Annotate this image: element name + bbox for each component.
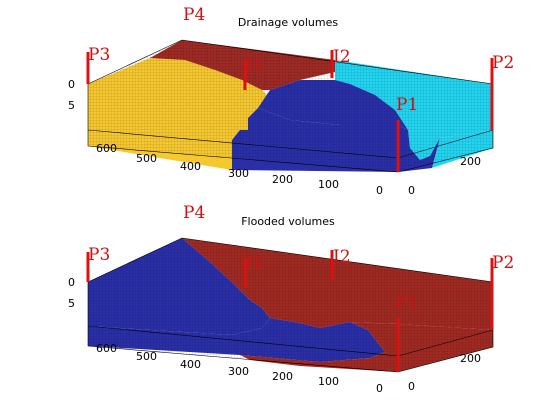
x-tick-label: 600 bbox=[96, 142, 117, 155]
well-label-p2: P2 bbox=[492, 253, 514, 273]
x-tick-label: 300 bbox=[228, 365, 249, 378]
z-axis: 0 5 bbox=[68, 78, 75, 112]
x-tick-label: 300 bbox=[228, 167, 249, 180]
y-axis: 0 200 bbox=[408, 352, 481, 393]
plot-title: Drainage volumes bbox=[238, 16, 338, 29]
x-tick-label: 200 bbox=[272, 173, 293, 186]
z-tick-label: 0 bbox=[68, 276, 75, 289]
wells: P3 P4 I1 I2 P2 P1 bbox=[86, 5, 514, 172]
wells: P3 P4 I1 I2 P2 P1 bbox=[86, 203, 514, 372]
well-label-i1: I1 bbox=[246, 253, 264, 273]
well-label-i1: I1 bbox=[246, 55, 264, 75]
x-tick-label: 400 bbox=[180, 358, 201, 371]
z-axis: 0 5 bbox=[68, 276, 75, 310]
well-label-p4: P4 bbox=[183, 203, 205, 223]
plot-flooded: Flooded volumes 600 500 400 300 200 100 … bbox=[68, 203, 514, 395]
x-tick-label: 500 bbox=[136, 350, 157, 363]
x-tick-label: 100 bbox=[318, 178, 339, 191]
x-tick-label: 400 bbox=[180, 160, 201, 173]
x-tick-label: 0 bbox=[376, 382, 383, 395]
z-tick-label: 0 bbox=[68, 78, 75, 91]
x-tick-label: 0 bbox=[376, 184, 383, 197]
x-axis: 600 500 400 300 200 100 0 bbox=[96, 142, 383, 197]
well-label-p3: P3 bbox=[88, 45, 110, 65]
mesh-overlay bbox=[88, 238, 493, 372]
x-tick-label: 500 bbox=[136, 152, 157, 165]
x-tick-label: 600 bbox=[96, 342, 117, 355]
y-axis: 0 200 bbox=[408, 155, 481, 197]
y-tick-label: 200 bbox=[460, 352, 481, 365]
y-tick-label: 0 bbox=[408, 184, 415, 197]
plot-drainage: Drainage volumes 600 500 400 300 200 100 bbox=[68, 5, 514, 197]
well-label-i2: I2 bbox=[333, 247, 351, 267]
well-label-p2: P2 bbox=[492, 53, 514, 73]
x-tick-label: 100 bbox=[318, 375, 339, 388]
well-label-i2: I2 bbox=[333, 47, 351, 67]
well-label-p4: P4 bbox=[183, 5, 205, 25]
y-tick-label: 0 bbox=[408, 380, 415, 393]
well-label-p1: P1 bbox=[396, 95, 418, 115]
z-tick-label: 5 bbox=[68, 297, 75, 310]
x-axis: 600 500 400 300 200 100 0 bbox=[96, 342, 383, 395]
x-tick-label: 200 bbox=[272, 370, 293, 383]
z-tick-label: 5 bbox=[68, 99, 75, 112]
plot-title: Flooded volumes bbox=[241, 215, 335, 228]
well-label-p3: P3 bbox=[88, 245, 110, 265]
y-tick-label: 200 bbox=[460, 155, 481, 168]
well-label-p1: P1 bbox=[396, 293, 418, 313]
